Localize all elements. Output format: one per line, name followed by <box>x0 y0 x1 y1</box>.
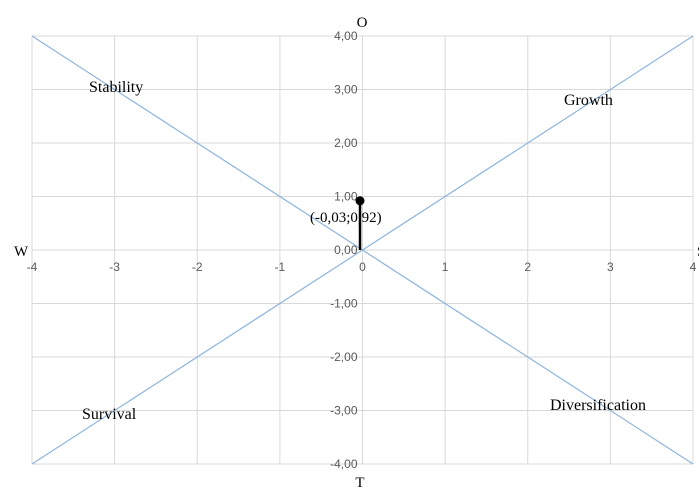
diagonal-line-2 <box>31 35 694 465</box>
y-tick-label: 2,00 <box>334 136 358 150</box>
axis-name-top: O <box>357 15 368 31</box>
result-point-group <box>355 196 365 250</box>
axis-name-right: S <box>697 244 699 260</box>
result-point-label: (-0,03;0,92) <box>310 210 382 226</box>
y-tick-label: -2,00 <box>330 350 358 364</box>
y-tick-label: 4,00 <box>334 29 358 43</box>
axis-name-bottom: T <box>355 475 364 489</box>
x-tick-label: -4 <box>27 260 38 274</box>
x-tick-label: 1 <box>442 260 449 274</box>
x-tick-label: 2 <box>524 260 531 274</box>
x-tick-label: -3 <box>109 260 120 274</box>
result-point-marker <box>355 196 365 206</box>
x-tick-label: 4 <box>690 260 697 274</box>
quadrant-label-survival: Survival <box>82 406 137 423</box>
x-tick-label: -2 <box>192 260 203 274</box>
x-tick-label: 0 <box>359 260 366 274</box>
y-tick-labels: 4,00 3,00 2,00 1,00 0,00 -1,00 -2,00 -3,00 -4,00 <box>330 29 358 471</box>
y-tick-label: -3,00 <box>330 404 358 418</box>
quadrant-label-stability: Stability <box>89 79 143 96</box>
x-tick-label: 3 <box>607 260 614 274</box>
axis-name-left: W <box>14 244 29 260</box>
x-tick-label: -1 <box>275 260 286 274</box>
y-tick-label: -4,00 <box>330 457 358 471</box>
quadrant-label-diversification: Diversification <box>550 397 646 414</box>
x-tick-labels: -4 -3 -2 -1 0 1 2 3 4 <box>27 260 697 274</box>
y-tick-label: 3,00 <box>334 83 358 97</box>
y-tick-label: 1,00 <box>334 190 358 204</box>
y-tick-label: 0,00 <box>334 243 358 257</box>
y-tick-label: -1,00 <box>330 297 358 311</box>
quadrant-label-growth: Growth <box>564 92 613 109</box>
strategy-diagonals <box>31 35 694 465</box>
